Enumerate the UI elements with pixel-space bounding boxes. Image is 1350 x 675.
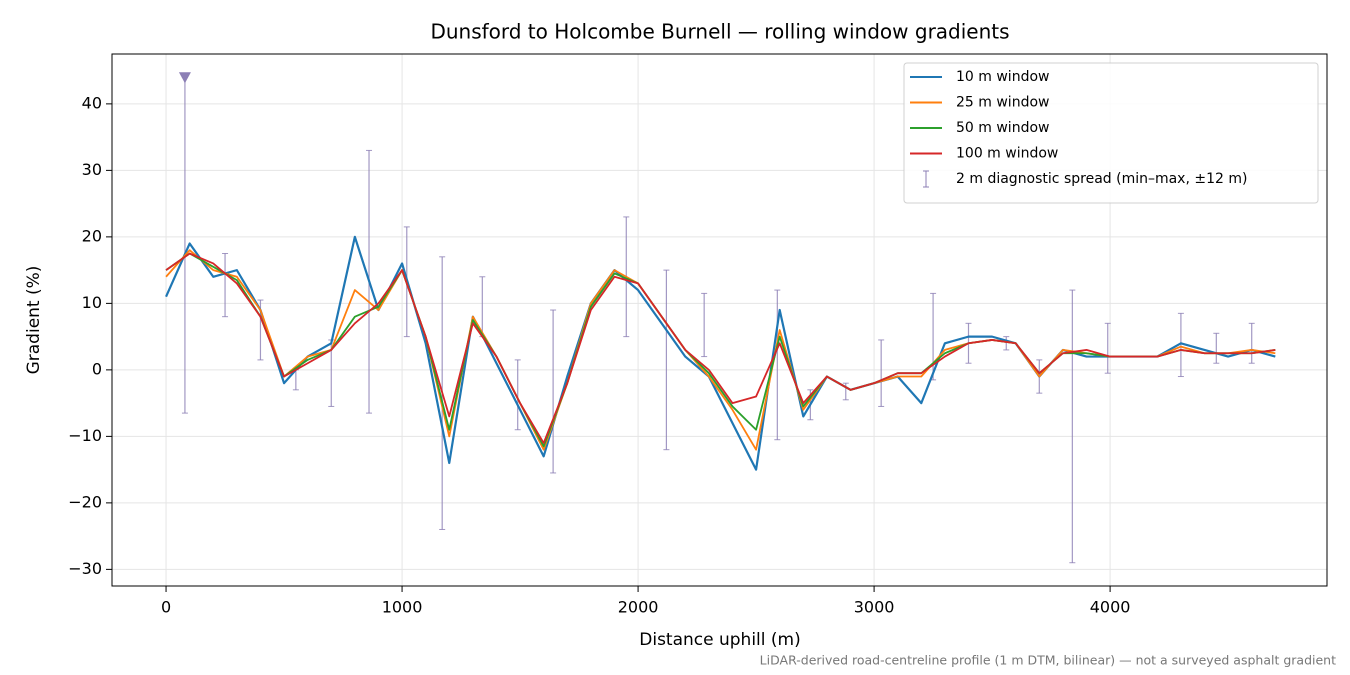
chart-title: Dunsford to Holcombe Burnell — rolling w…	[430, 20, 1009, 44]
error-bar	[1213, 332, 1220, 364]
legend: 10 m window 25 m window 50 m window 100 m w…	[903, 62, 1319, 204]
x-tick-label: 3000	[854, 598, 895, 617]
legend-label: 10 m window	[956, 69, 1049, 85]
y-tick-label: −20	[68, 492, 102, 511]
footnote: LiDAR-derived road-centreline profile (1…	[760, 653, 1336, 668]
y-tick-label: 0	[92, 359, 102, 378]
error-bar	[181, 76, 188, 414]
x-tick-label: 1000	[382, 598, 423, 617]
error-bar	[1003, 336, 1010, 351]
legend-label: 50 m window	[956, 120, 1049, 136]
legend-label: 100 m window	[956, 146, 1058, 162]
x-axis-label: Distance uphill (m)	[639, 630, 800, 650]
y-tick-label: −10	[68, 426, 102, 445]
x-tick-label: 4000	[1090, 598, 1131, 617]
error-bar	[878, 339, 885, 407]
y-tick-label: 30	[82, 160, 102, 179]
error-bar	[222, 253, 229, 318]
y-axis-label: Gradient (%)	[24, 266, 44, 375]
y-tick-label: 20	[82, 226, 102, 245]
error-bar	[1177, 312, 1184, 378]
max-marker	[178, 72, 191, 84]
legend-label: 2 m diagnostic spread (min–max, ±12 m)	[956, 171, 1247, 187]
x-tick-label: 2000	[618, 598, 659, 617]
series-line	[165, 235, 1276, 471]
series-line	[165, 252, 1276, 444]
error-bar	[1069, 289, 1076, 564]
y-tick-label: 40	[82, 93, 102, 112]
y-tick-label: −30	[68, 559, 102, 578]
legend-label: 25 m window	[956, 95, 1049, 111]
error-bar	[701, 292, 708, 358]
x-tick-label: 0	[161, 598, 171, 617]
error-bar	[1104, 322, 1111, 374]
error-bar	[550, 309, 557, 474]
plot-frame	[111, 53, 1328, 587]
error-bar	[663, 269, 670, 451]
error-bar	[514, 359, 521, 431]
series-line	[165, 252, 1276, 448]
error-bar	[1248, 322, 1255, 364]
legend-box	[903, 62, 1319, 204]
error-bar	[774, 289, 781, 441]
y-tick-label: 10	[82, 293, 102, 312]
